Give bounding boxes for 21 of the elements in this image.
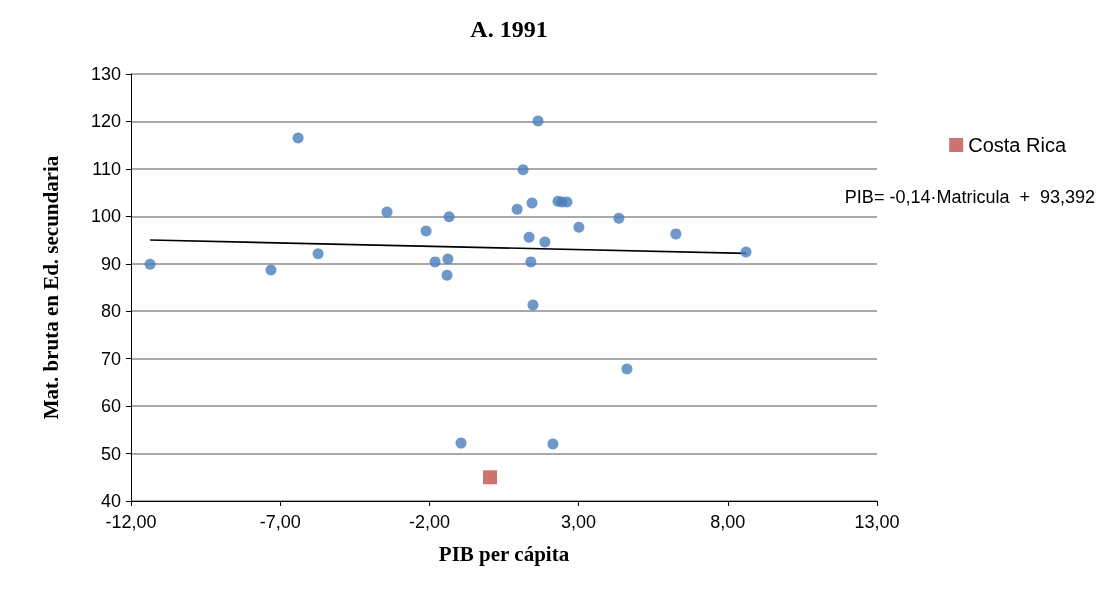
y-axis-title: Mat. bruta en Ed. secundaria — [38, 155, 63, 420]
y-tick-label: 80 — [100, 301, 121, 322]
y-tick-label: 70 — [100, 348, 121, 369]
chart-title: A. 1991 — [470, 16, 548, 42]
legend-label: Costa Rica — [968, 134, 1067, 156]
y-tick-label: 50 — [100, 443, 121, 464]
x-tick-label: 8,00 — [710, 512, 746, 532]
x-tick-label: -2,00 — [408, 512, 450, 532]
y-tick-label: 100 — [90, 206, 121, 227]
x-tick-label: -7,00 — [259, 512, 301, 532]
y-tick-label: 120 — [90, 111, 121, 132]
x-tick-label: 3,00 — [561, 512, 597, 532]
x-tick-label: -12,00 — [105, 512, 157, 532]
y-tick-label: 90 — [100, 253, 121, 274]
x-axis-title: PIB per cápita — [438, 541, 570, 566]
x-tick-label: 13,00 — [854, 512, 900, 532]
y-tick-label: 130 — [90, 64, 121, 84]
annotation: PIB= -0,14·Matricula + 93,392 — [844, 187, 1095, 207]
y-tick-label: 110 — [92, 158, 121, 179]
y-tick-label: 40 — [100, 491, 121, 511]
y-tick-label: 60 — [100, 396, 121, 417]
